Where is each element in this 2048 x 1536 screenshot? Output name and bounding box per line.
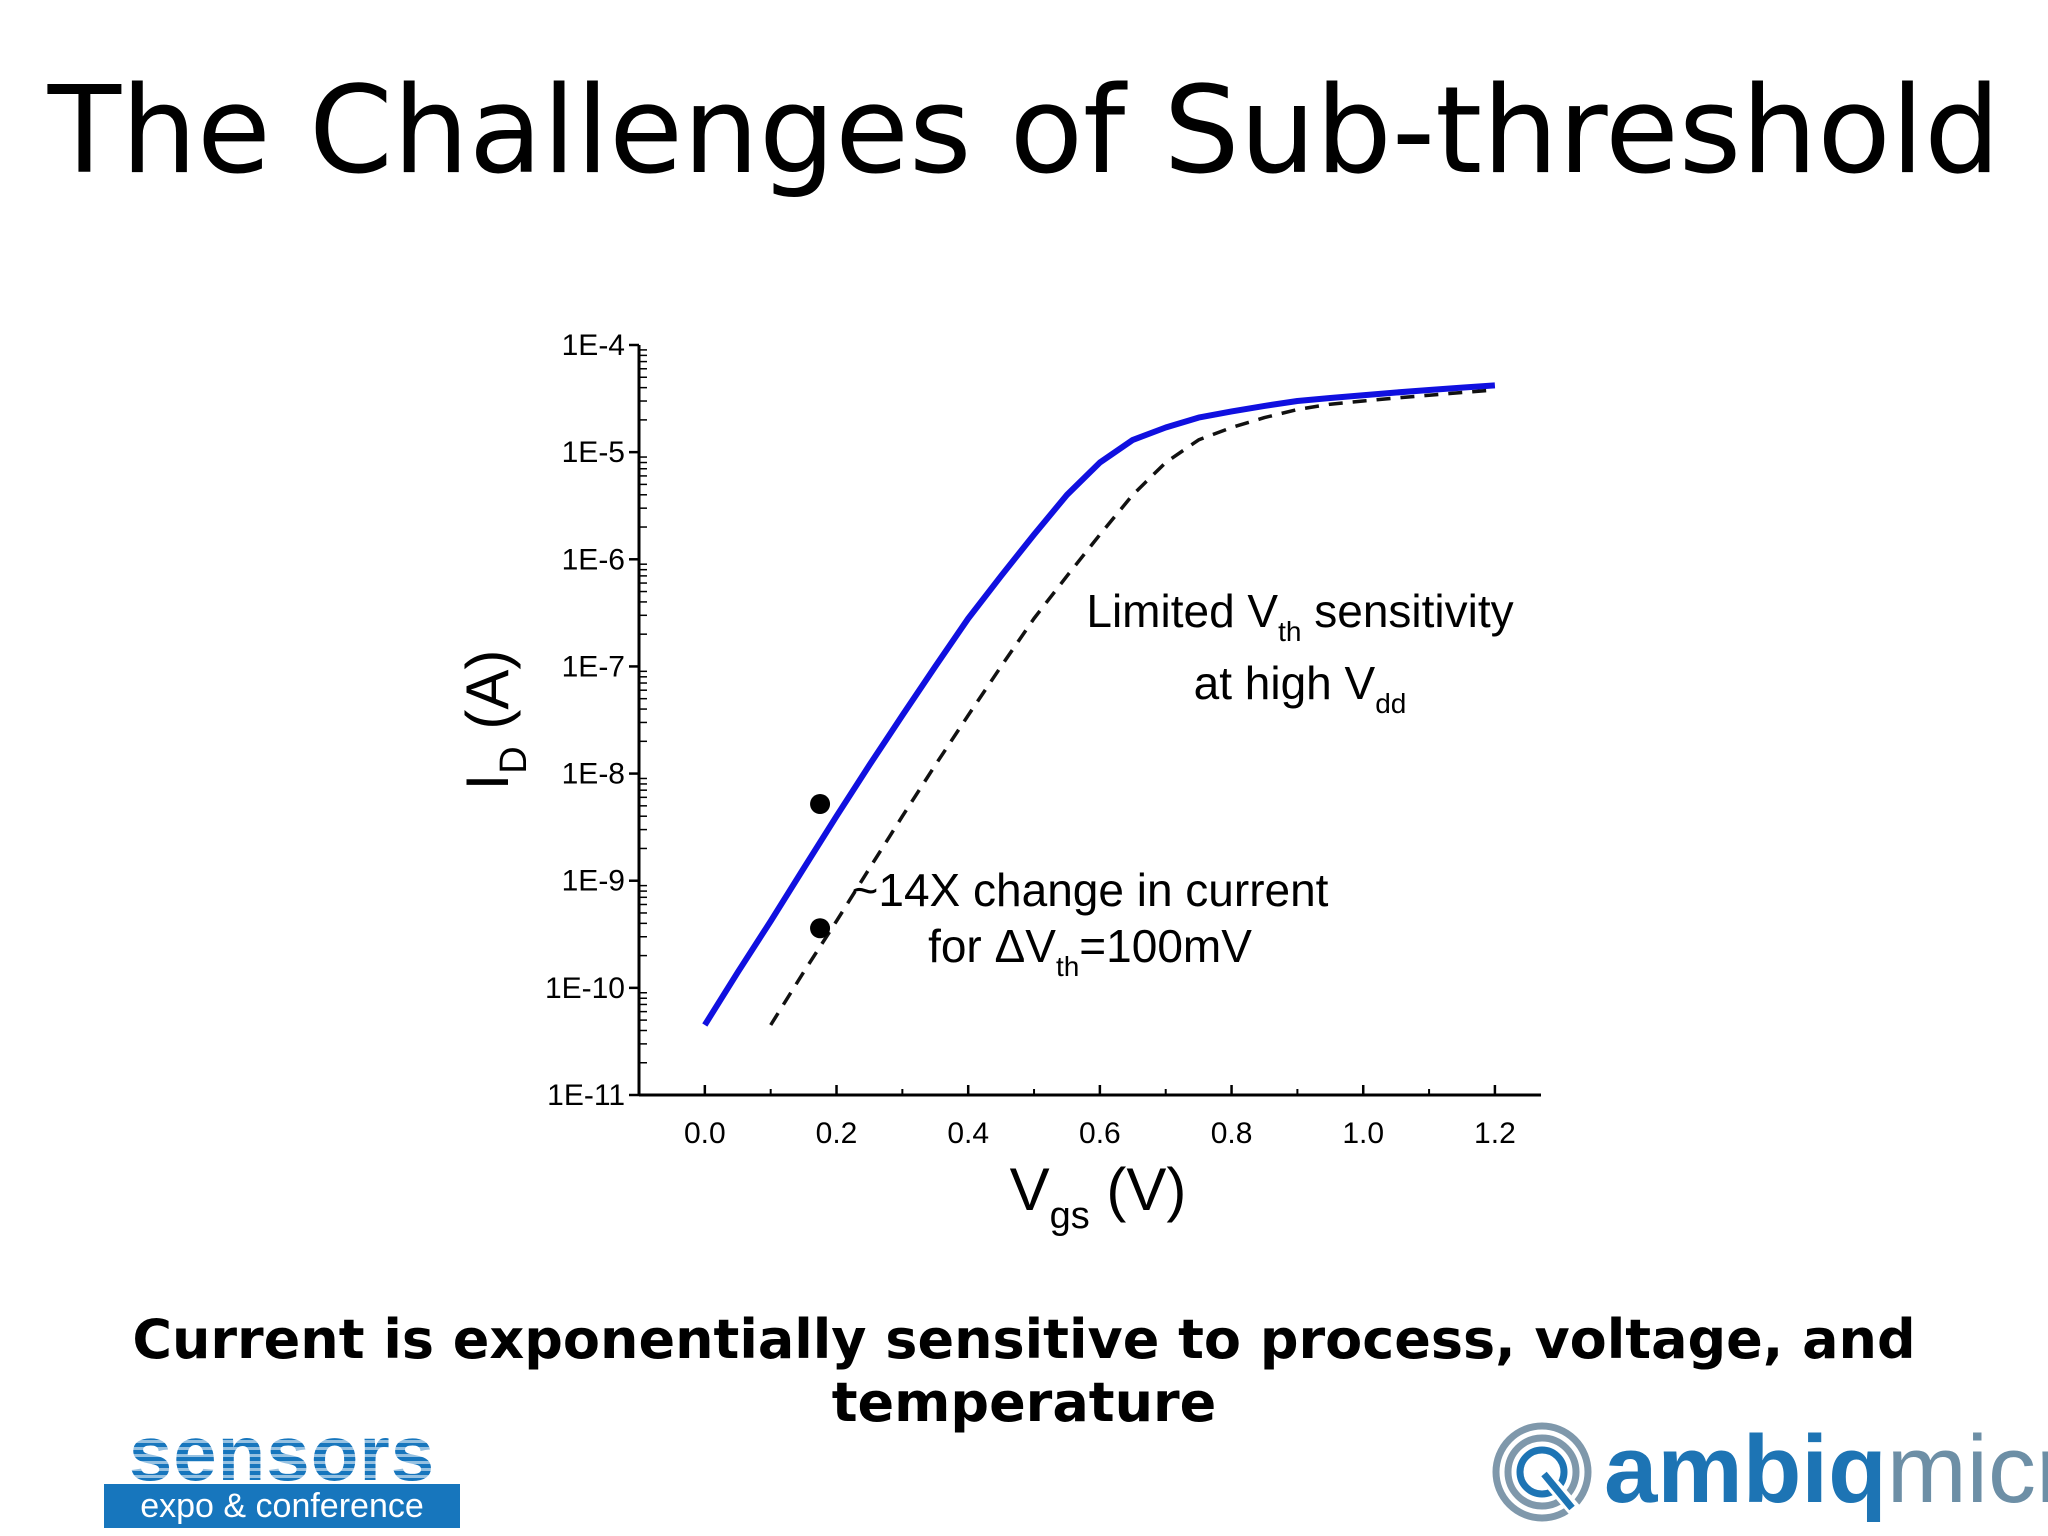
slide-title: The Challenges of Sub-threshold [47, 62, 2001, 201]
ambiq-logo-light: micro [1886, 1416, 2048, 1523]
annotation-vth-line1-post: sensitivity [1301, 585, 1513, 637]
x-tick-label: 0.0 [684, 1117, 726, 1150]
annotation-change-line2-sub: th [1056, 951, 1079, 982]
annotation-vth-line1-pre: Limited V [1086, 585, 1278, 637]
x-axis-label-unit: (V) [1090, 1156, 1187, 1223]
annotation-change-line2-pre: for ΔV [928, 920, 1056, 972]
series-line-solid [702, 382, 1496, 1027]
ambiq-logo-bold: ambiq [1604, 1416, 1887, 1523]
x-tick-label: 0.2 [816, 1117, 858, 1150]
x-tick-label: 1.0 [1342, 1117, 1384, 1150]
y-tick-label: 1E-8 [562, 758, 625, 791]
y-axis-label-main: I [454, 774, 521, 791]
ambiq-micro-logo: ambiqmicro [1492, 1418, 2048, 1528]
x-axis-label: Vgs (V) [1010, 1156, 1187, 1237]
y-axis-label-unit: (A) [454, 650, 521, 747]
y-tick-label: 1E-5 [562, 436, 625, 469]
ambiq-logo-text: ambiqmicro [1604, 1420, 2048, 1520]
annotation-vth-sensitivity-line1: Limited Vth sensitivity [1086, 585, 1513, 647]
y-axis-label-sub: D [493, 746, 535, 773]
annotation-vth-line1-sub: th [1278, 616, 1301, 647]
x-tick-label: 0.8 [1211, 1117, 1253, 1150]
y-tick-label: 1E-6 [562, 543, 625, 576]
sensors-expo-logo: sensors expo & conference [104, 1409, 460, 1528]
annotation-change-line2-post: =100mV [1079, 920, 1252, 972]
x-tick-label: 0.6 [1079, 1117, 1121, 1150]
y-axis-label: ID (A) [454, 650, 535, 791]
x-axis-label-main: V [1010, 1156, 1050, 1223]
series-line-dashed [769, 388, 1496, 1026]
x-axis-label-sub: gs [1050, 1195, 1090, 1237]
annotation-current-change-line2: for ΔVth=100mV [928, 920, 1252, 982]
annotation-vth-sensitivity-line2: at high Vdd [1194, 657, 1407, 719]
y-tick-label: 1E-7 [562, 650, 625, 683]
annotation-current-change-line1: ~14X change in current [852, 864, 1329, 916]
sensors-logo-subtitle: expo & conference [104, 1484, 460, 1528]
series-layer [702, 382, 1496, 1027]
marker-layer [810, 793, 831, 939]
data-point-marker [810, 918, 831, 939]
ambiq-swirl-icon [1492, 1422, 1592, 1522]
iv-chart: 0.0 0.2 0.4 0.6 0.8 1.0 1.2 1E-4 1E-5 1E-6 1E-7 1E-… [454, 329, 1541, 1237]
x-tick-label: 0.4 [947, 1117, 989, 1150]
axis-ticks: 0.0 0.2 0.4 0.6 0.8 1.0 1.2 1E-4 1E-5 1E-6 1E-7 1E-… [545, 329, 1516, 1150]
annotation-vth-line2-sub: dd [1375, 688, 1406, 719]
annotation-vth-line2-pre: at high V [1194, 657, 1376, 709]
y-tick-label: 1E-9 [562, 865, 625, 898]
data-point-marker [810, 793, 831, 814]
y-tick-label: 1E-11 [547, 1079, 625, 1112]
x-tick-label: 1.2 [1474, 1117, 1516, 1150]
y-tick-label: 1E-4 [562, 329, 625, 362]
footer-caption: Current is exponentially sensitive to pr… [132, 1308, 1916, 1434]
y-tick-label: 1E-10 [545, 972, 625, 1005]
